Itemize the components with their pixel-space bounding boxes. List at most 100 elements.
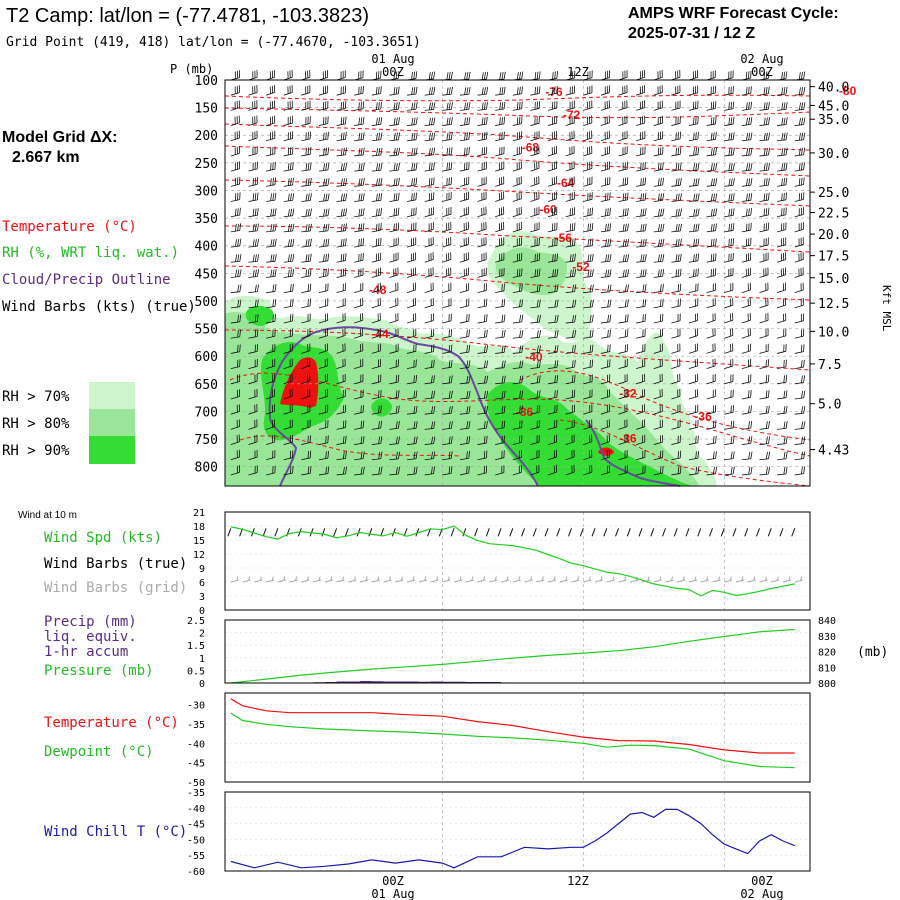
wind-barb bbox=[371, 86, 382, 96]
wind-barb bbox=[636, 284, 647, 294]
wind-barb bbox=[442, 390, 453, 400]
wind-barb bbox=[706, 451, 717, 461]
pressure-tick-label: 650 bbox=[195, 378, 218, 393]
wind-barb bbox=[741, 101, 753, 111]
wind-barb bbox=[600, 419, 610, 430]
wind-barb bbox=[248, 329, 259, 339]
wind-barb bbox=[424, 421, 436, 430]
wind-barb bbox=[354, 312, 364, 324]
wind-barb bbox=[706, 147, 718, 157]
wind-barb bbox=[407, 132, 418, 142]
wind-barb bbox=[389, 222, 400, 233]
wind-barb bbox=[618, 70, 628, 81]
wind-barb bbox=[371, 358, 382, 370]
wind-barb bbox=[442, 375, 453, 385]
wind-barb bbox=[671, 131, 682, 142]
wind-speed-label: Wind Spd (kts) bbox=[44, 530, 162, 546]
wind-barb bbox=[706, 238, 717, 248]
wind-barb bbox=[354, 208, 365, 218]
wind-barb bbox=[530, 330, 542, 339]
wind-barb bbox=[230, 344, 241, 354]
wind-barb bbox=[318, 147, 330, 157]
wind-barb bbox=[688, 420, 699, 430]
wind-barb bbox=[230, 374, 241, 385]
wind-barb bbox=[354, 343, 364, 354]
wind-barb bbox=[424, 344, 435, 354]
wind-barb bbox=[336, 116, 347, 126]
wind-barb bbox=[230, 299, 242, 309]
wind-barb bbox=[495, 237, 505, 248]
temperature-contour-label: -56 bbox=[555, 231, 573, 245]
wind-barb-grid bbox=[277, 576, 286, 583]
wind-barb bbox=[266, 284, 277, 294]
wind-barb bbox=[547, 71, 558, 81]
wind-barb bbox=[777, 71, 788, 81]
wind-barb bbox=[459, 132, 471, 142]
wind-barb bbox=[459, 267, 469, 278]
wind-barb bbox=[759, 237, 769, 248]
wind-barb bbox=[407, 390, 418, 400]
wind-barb bbox=[618, 238, 630, 248]
wind-barb bbox=[512, 450, 523, 461]
wind-barb bbox=[230, 70, 240, 81]
wind-barb bbox=[759, 147, 771, 157]
wind-barb bbox=[653, 434, 663, 445]
wind-barb bbox=[741, 374, 752, 385]
precip-bar bbox=[489, 681, 502, 683]
wind-barb bbox=[407, 421, 418, 430]
wind-barb bbox=[318, 238, 330, 248]
wind-barb bbox=[794, 375, 805, 385]
wind-barb bbox=[583, 238, 594, 248]
wind-barb bbox=[477, 131, 488, 142]
wind-barb bbox=[600, 374, 611, 385]
wind-barb bbox=[688, 358, 698, 369]
pressure-unit: (mb) bbox=[857, 645, 888, 660]
wind-barb bbox=[424, 252, 434, 263]
wind-barb bbox=[794, 344, 805, 354]
top-tick-00z-b: 00Z bbox=[751, 65, 773, 79]
wind-barb-grid bbox=[312, 576, 322, 583]
wind-barb bbox=[777, 222, 787, 233]
wind-barb bbox=[283, 313, 294, 324]
wind-barb bbox=[583, 130, 593, 142]
temperature-series-label: Temperature (°C) bbox=[44, 715, 179, 731]
wind-barb bbox=[477, 176, 487, 187]
wind-barb bbox=[230, 465, 240, 476]
wind-barb bbox=[530, 345, 541, 354]
wind-barb bbox=[301, 177, 312, 187]
wind-barb bbox=[583, 100, 593, 111]
temperature-tick-label: -40 bbox=[187, 739, 205, 750]
wind-barb bbox=[354, 328, 364, 339]
wind-barb bbox=[442, 329, 453, 339]
wind-barb bbox=[230, 223, 242, 233]
wind-barb bbox=[512, 283, 523, 294]
wind-chill-panel-frame bbox=[224, 791, 811, 872]
wind-barb bbox=[495, 146, 505, 157]
wind-barb bbox=[512, 146, 522, 157]
precip-tick-label: 2.5 bbox=[187, 616, 205, 627]
wind-barb bbox=[565, 207, 576, 218]
wind-barb-grid bbox=[348, 576, 357, 583]
wind-barb bbox=[266, 343, 276, 354]
wind-barb bbox=[706, 358, 716, 370]
wind-barb bbox=[371, 132, 383, 142]
wind-barb bbox=[318, 404, 329, 415]
wind-barb bbox=[230, 434, 240, 445]
wind-barb bbox=[688, 253, 700, 263]
pressure-tick-label: 100 bbox=[195, 74, 218, 89]
wind-barb bbox=[636, 299, 647, 309]
forecast-cycle-value: 2025-07-31 / 12 Z bbox=[628, 25, 755, 42]
wind-barb bbox=[266, 465, 276, 476]
wind-barb bbox=[794, 71, 806, 81]
wind-barb bbox=[248, 177, 259, 187]
wind-barb-grid bbox=[500, 576, 510, 583]
wind-barb bbox=[459, 237, 469, 248]
wind-barb bbox=[389, 252, 399, 263]
wind-barb bbox=[389, 451, 401, 461]
wind-barb-true bbox=[791, 528, 796, 537]
wind-barb bbox=[565, 269, 577, 278]
kft-tick-label: 30.0 bbox=[818, 147, 849, 162]
precip-panel-grid bbox=[225, 620, 810, 683]
bottom-date-right: 02 Aug bbox=[740, 887, 783, 900]
wind-barb bbox=[442, 221, 452, 233]
